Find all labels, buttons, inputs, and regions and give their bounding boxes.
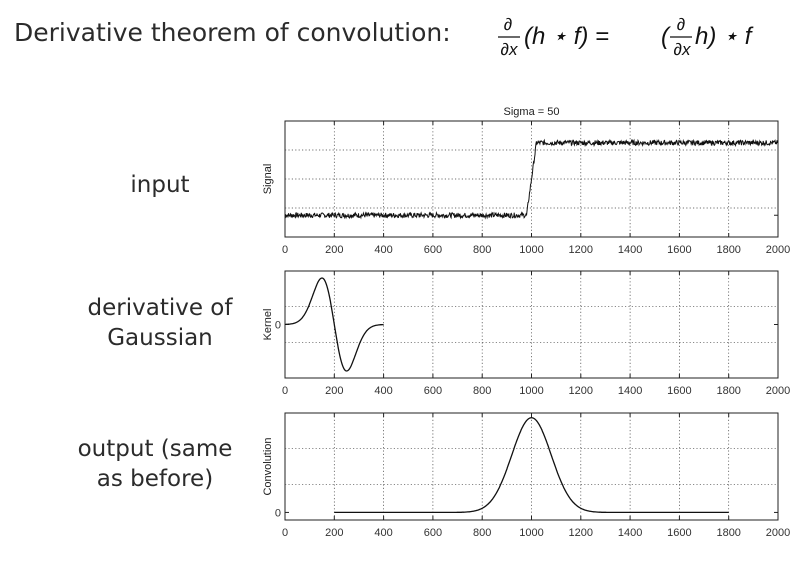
chart-2: 0 200 400 600 800 1000 1200 1400 1600 1800 20000Ke… — [262, 270, 790, 397]
formula-lhs-op: ∂ — [504, 15, 512, 34]
label-output-line1: output (same — [77, 436, 233, 462]
label-kernel-line2: Gaussian — [107, 325, 213, 351]
x-tick-label: 1800 — [716, 385, 740, 397]
y-tick-label: 0 — [275, 507, 281, 519]
x-tick-label: 600 — [424, 244, 442, 256]
x-tick-label: 1800 — [716, 244, 740, 256]
chart-title: Sigma = 50 — [504, 106, 560, 118]
x-tick-label: 2000 — [766, 385, 790, 397]
x-tick-label: 1600 — [667, 385, 691, 397]
formula-lhs-body: (h ⋆ f) = — [524, 23, 609, 50]
label-kernel: derivative of Gaussian — [60, 293, 260, 353]
x-tick-label: 800 — [473, 244, 491, 256]
x-tick-label: 1800 — [716, 527, 740, 539]
series-line — [334, 417, 729, 514]
x-tick-label: 400 — [374, 244, 392, 256]
plot-frame — [284, 412, 779, 521]
label-output: output (same as before) — [55, 434, 255, 494]
y-axis-label: Signal — [262, 164, 274, 195]
x-tick-label: 200 — [325, 244, 343, 256]
x-tick-label: 2000 — [766, 527, 790, 539]
x-tick-label: 0 — [282, 385, 288, 397]
x-tick-label: 1200 — [569, 385, 593, 397]
y-axis-label: Convolution — [262, 437, 274, 495]
formula-lhs-var: ∂x — [501, 40, 518, 59]
x-tick-label: 800 — [473, 527, 491, 539]
x-tick-label: 1400 — [618, 244, 642, 256]
x-tick-label: 1000 — [519, 244, 543, 256]
formula-rhs-open: ( — [661, 23, 672, 50]
formula: ∂ ∂x (h ⋆ f) = ( ∂ ∂x h) ⋆ f — [498, 15, 754, 59]
series-line — [284, 138, 779, 220]
x-tick-label: 1000 — [519, 527, 543, 539]
x-tick-label: 1400 — [618, 527, 642, 539]
chart-1: 0 200 400 600 800 1000 1200 1400 1600 1800 2000 Sig… — [262, 106, 790, 256]
x-tick-label: 200 — [325, 385, 343, 397]
x-tick-label: 200 — [325, 527, 343, 539]
x-tick-label: 1400 — [618, 385, 642, 397]
x-tick-label: 1200 — [569, 244, 593, 256]
formula-rhs-body: h) ⋆ f — [695, 23, 754, 50]
label-input: input — [60, 170, 260, 200]
heading: Derivative theorem of convolution: — [14, 18, 451, 47]
formula-rhs-op: ∂ — [677, 15, 685, 34]
y-tick-label: 0 — [275, 320, 281, 332]
plot-frame — [284, 270, 779, 379]
label-kernel-line1: derivative of — [87, 295, 233, 321]
y-axis-label: Kernel — [262, 309, 274, 341]
formula-rhs-var: ∂x — [674, 40, 691, 59]
x-tick-label: 800 — [473, 385, 491, 397]
x-tick-label: 0 — [282, 527, 288, 539]
x-tick-label: 0 — [282, 244, 288, 256]
x-tick-label: 1600 — [667, 244, 691, 256]
x-tick-label: 600 — [424, 527, 442, 539]
series-line — [285, 277, 384, 372]
x-tick-label: 1200 — [569, 527, 593, 539]
chart-3: 0 200 400 600 800 1000 1200 1400 1600 1800 20000Co… — [262, 412, 790, 539]
x-tick-label: 600 — [424, 385, 442, 397]
x-tick-label: 400 — [374, 527, 392, 539]
label-input-text: input — [130, 172, 190, 198]
label-output-line2: as before) — [96, 466, 214, 492]
x-tick-label: 400 — [374, 385, 392, 397]
x-tick-label: 2000 — [766, 244, 790, 256]
x-tick-label: 1000 — [519, 385, 543, 397]
x-tick-label: 1600 — [667, 527, 691, 539]
